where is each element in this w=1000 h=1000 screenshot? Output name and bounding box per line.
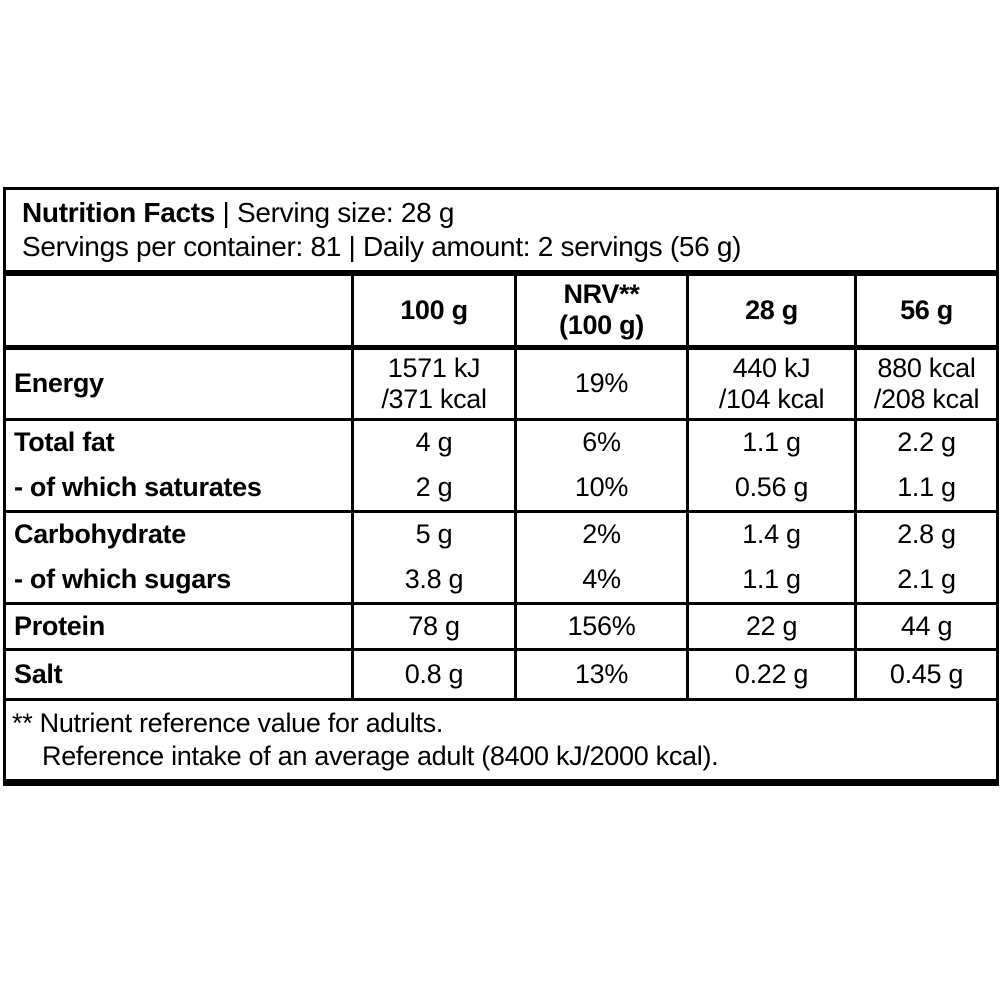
value-56g: 1.1 g [854,463,999,513]
col-header-28g: 28 g [686,271,857,350]
nutrient-label: - of which saturates [3,463,354,513]
value-28g: 1.1 g [686,417,857,465]
title-row: Nutrition Facts | Serving size: 28 g Ser… [3,187,999,276]
nutrient-row-total-fat: Total fat 4 g 6% 1.1 g 2.2 g [3,417,999,465]
nutrient-row-carbohydrate: Carbohydrate 5 g 2% 1.4 g 2.8 g [3,509,999,557]
value-100g: 78 g [351,601,517,651]
nutrient-label: Salt [3,647,354,701]
value-nrv: 4% [514,555,689,605]
value-100g: 5 g [351,509,517,557]
value-nrv: 156% [514,601,689,651]
value-nrv: 2% [514,509,689,557]
nutrient-row-sugars: - of which sugars 3.8 g 4% 1.1 g 2.1 g [3,555,999,605]
footnote-row: ** Nutrient reference value for adults. … [3,697,999,784]
value-100g: 3.8 g [351,555,517,605]
nutrition-facts-table: Nutrition Facts | Serving size: 28 g Ser… [3,187,999,786]
value-100g: 1571 kJ /371 kcal [351,345,517,421]
col-header-100g: 100 g [351,271,517,350]
value-nrv: 19% [514,345,689,421]
footnote: ** Nutrient reference value for adults. … [3,697,999,784]
value-nrv: 10% [514,463,689,513]
title-cell: Nutrition Facts | Serving size: 28 g Ser… [3,187,999,276]
nutrient-row-salt: Salt 0.8 g 13% 0.22 g 0.45 g [3,647,999,701]
nutrient-label: Total fat [3,417,354,465]
value-28g: 1.4 g [686,509,857,557]
col-header-blank [3,271,354,350]
column-header-row: 100 g NRV** (100 g) 28 g 56 g [3,271,999,350]
nutrient-label: Energy [3,345,354,421]
value-56g: 2.1 g [854,555,999,605]
servings-per-container-text: Servings per container: 81 | Daily amoun… [22,231,742,262]
value-28g: 440 kJ /104 kcal [686,345,857,421]
value-28g: 1.1 g [686,555,857,605]
nutrient-label: - of which sugars [3,555,354,605]
value-56g: 2.8 g [854,509,999,557]
title-line: Nutrition Facts | Serving size: 28 g [22,196,986,230]
value-28g: 0.56 g [686,463,857,513]
value-28g: 0.22 g [686,647,857,701]
value-nrv: 6% [514,417,689,465]
value-100g: 4 g [351,417,517,465]
value-100g: 0.8 g [351,647,517,701]
value-56g: 880 kcal /208 kcal [854,345,999,421]
label-title: Nutrition Facts [22,197,216,228]
value-56g: 0.45 g [854,647,999,701]
value-56g: 2.2 g [854,417,999,465]
serving-size-text: | Serving size: 28 g [215,197,455,228]
value-28g: 22 g [686,601,857,651]
value-56g: 44 g [854,601,999,651]
nutrient-label: Protein [3,601,354,651]
nutrient-row-energy: Energy 1571 kJ /371 kcal 19% 440 kJ /104… [3,345,999,421]
value-nrv: 13% [514,647,689,701]
nutrient-row-protein: Protein 78 g 156% 22 g 44 g [3,601,999,651]
value-100g: 2 g [351,463,517,513]
col-header-56g: 56 g [854,271,999,350]
col-header-nrv: NRV** (100 g) [514,271,689,350]
nutrient-row-saturates: - of which saturates 2 g 10% 0.56 g 1.1 … [3,463,999,513]
nutrient-label: Carbohydrate [3,509,354,557]
